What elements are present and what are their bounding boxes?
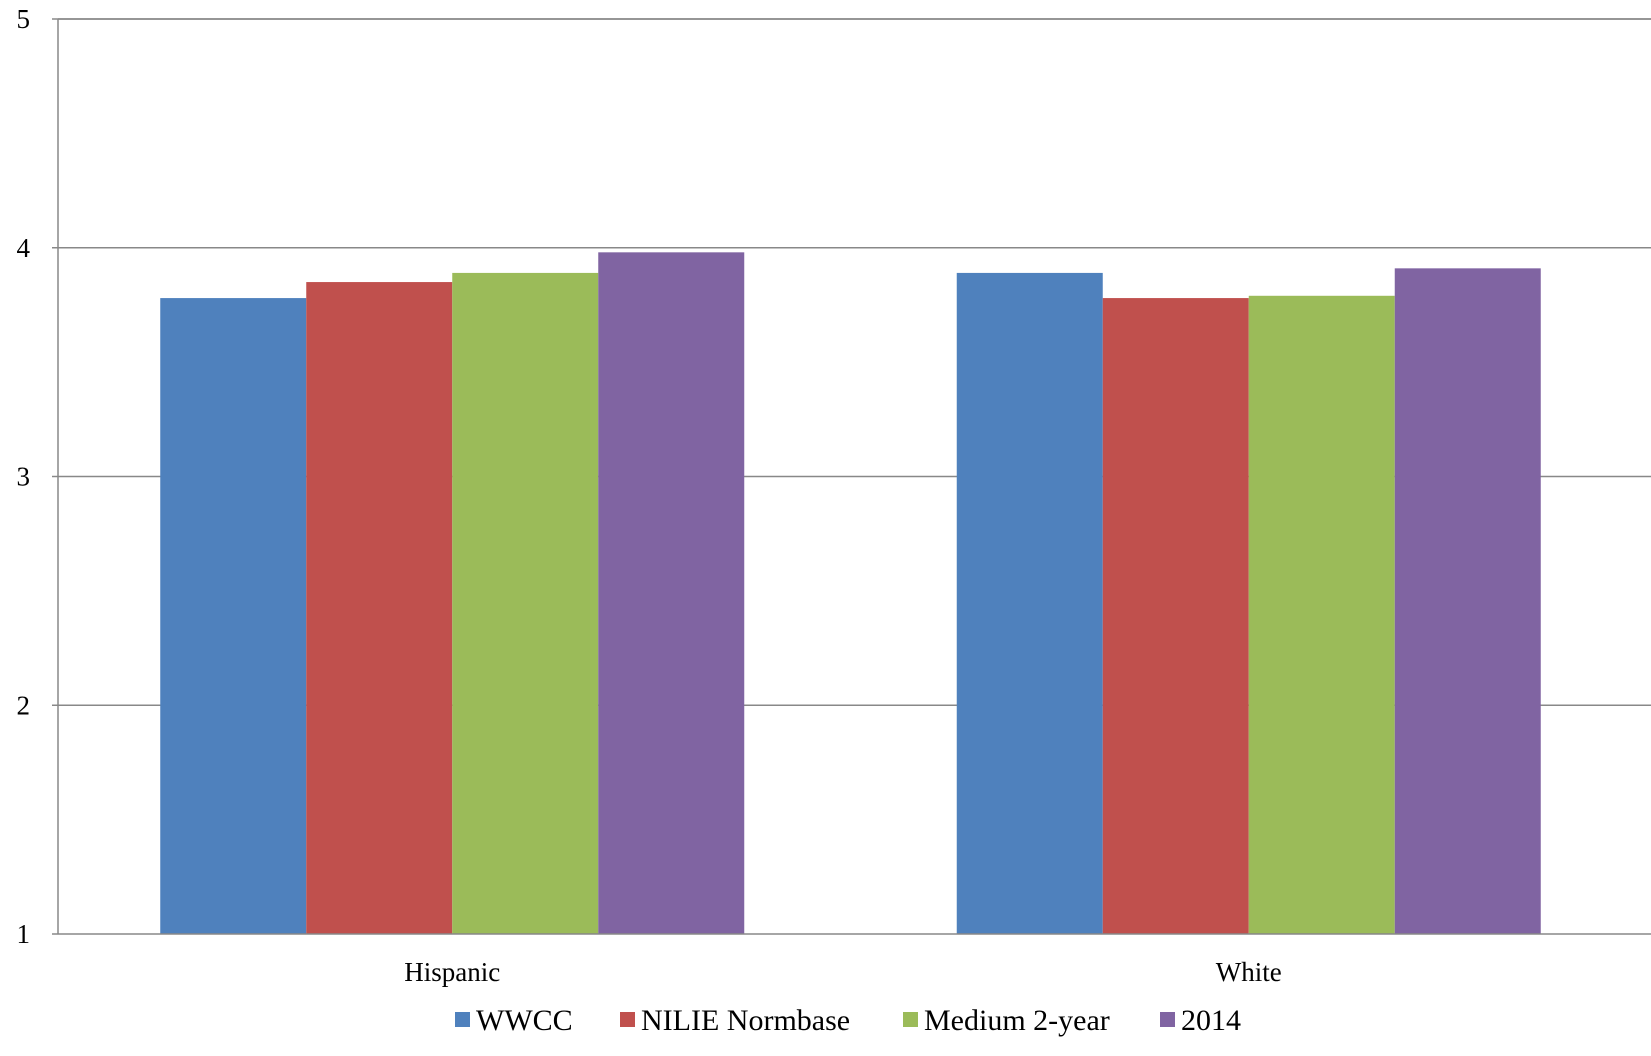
bar-2014-hispanic: [598, 252, 745, 934]
legend-label: NILIE Normbase: [641, 1004, 850, 1037]
legend: WWCC NILIE Normbase Medium 2-year 2014: [455, 1004, 1241, 1037]
x-axis-labels: Hispanic White: [404, 957, 1281, 987]
bar-nilie-normbase-white: [1102, 298, 1249, 934]
y-tick-label: 2: [17, 690, 31, 720]
axes: [52, 18, 1651, 935]
legend-swatch: [1160, 1012, 1175, 1027]
y-axis-ticks: 1 2 3 4 5: [17, 4, 31, 949]
bar-medium-2-year-white: [1248, 295, 1395, 935]
x-category-label: White: [1216, 957, 1282, 987]
y-tick-label: 5: [17, 4, 31, 34]
y-tick-label: 3: [17, 462, 31, 492]
bar-medium-2-year-hispanic: [452, 272, 599, 935]
legend-label: WWCC: [476, 1004, 573, 1037]
legend-swatch: [903, 1012, 918, 1027]
x-category-label: Hispanic: [404, 957, 500, 987]
y-tick-label: 1: [17, 919, 31, 949]
bar-nilie-normbase-hispanic: [306, 282, 453, 934]
legend-label: 2014: [1181, 1004, 1241, 1037]
legend-swatch: [455, 1012, 470, 1027]
bars: [160, 252, 1541, 935]
y-tick-label: 4: [17, 233, 31, 263]
bar-2014-white: [1394, 268, 1541, 934]
legend-swatch: [620, 1012, 635, 1027]
bar-wwcc-hispanic: [160, 298, 307, 934]
bar-wwcc-white: [956, 272, 1103, 935]
legend-label: Medium 2-year: [924, 1004, 1110, 1037]
